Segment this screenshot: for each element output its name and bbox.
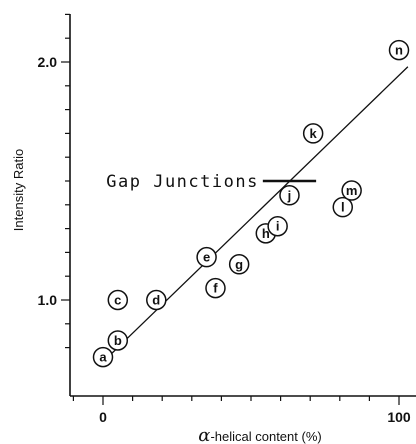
data-point-label: i: [276, 219, 280, 234]
data-point-label: a: [99, 350, 107, 365]
data-point-j: j: [279, 185, 300, 206]
data-point-e: e: [196, 246, 217, 268]
x-tick-label: 100: [387, 409, 411, 425]
data-point-label: j: [287, 188, 292, 203]
data-point-label: h: [262, 226, 270, 241]
x-tick-label: 0: [99, 409, 107, 425]
data-point-label: m: [346, 183, 358, 198]
data-point-k: k: [302, 123, 324, 144]
annotation-group: Gap Junctions: [106, 172, 317, 192]
data-points: ab c d e f g h i j k lm n: [92, 39, 410, 368]
y-axis-label: Intensity Ratio: [11, 149, 26, 231]
data-point-marker: [279, 185, 300, 206]
data-point-marker: [228, 254, 250, 275]
x-axis-label-text: -helical content (%): [210, 429, 321, 444]
x-axis-label-symbol: α: [198, 425, 210, 444]
data-point-marker: [267, 215, 288, 237]
data-point-marker: [107, 289, 129, 311]
y-tick-label: 1.0: [38, 292, 58, 308]
data-point-d: d: [146, 289, 167, 311]
x-axis-label: α-helical content (%): [198, 425, 321, 444]
fit-line-group: [102, 66, 409, 363]
data-point-label: d: [152, 293, 160, 308]
annotation-label: Gap Junctions: [106, 172, 259, 192]
data-point-label: f: [213, 281, 218, 296]
data-point-marker: [92, 346, 114, 368]
data-point-label: b: [114, 333, 122, 348]
data-point-marker: [107, 330, 129, 351]
data-point-c: c: [107, 289, 129, 311]
data-point-marker: [205, 277, 226, 299]
data-point-n: n: [388, 39, 410, 61]
data-point-marker: [341, 180, 362, 201]
data-point-label: l: [341, 200, 345, 215]
regression-line: [102, 66, 409, 363]
data-point-m: m: [341, 180, 362, 201]
data-point-label: k: [310, 126, 318, 141]
data-point-marker: [196, 246, 217, 268]
data-point-label: c: [114, 293, 121, 308]
y-tick-label: 2.0: [38, 54, 58, 70]
data-point-b: b: [107, 330, 129, 351]
data-point-label: e: [203, 250, 210, 265]
data-point-marker: [146, 289, 167, 311]
data-point-marker: [302, 123, 324, 144]
data-point-label: g: [235, 257, 243, 272]
data-point-f: f: [205, 277, 226, 299]
data-point-a: a: [92, 346, 114, 368]
chart-ticks: 1.0 2.0 0 100: [38, 13, 411, 425]
data-point-marker: [388, 39, 410, 61]
data-point-g: g: [228, 254, 250, 275]
data-point-i: i: [267, 215, 288, 237]
data-point-label: n: [395, 43, 403, 58]
data-point-l: l: [332, 196, 354, 218]
data-point-marker: [332, 196, 354, 218]
